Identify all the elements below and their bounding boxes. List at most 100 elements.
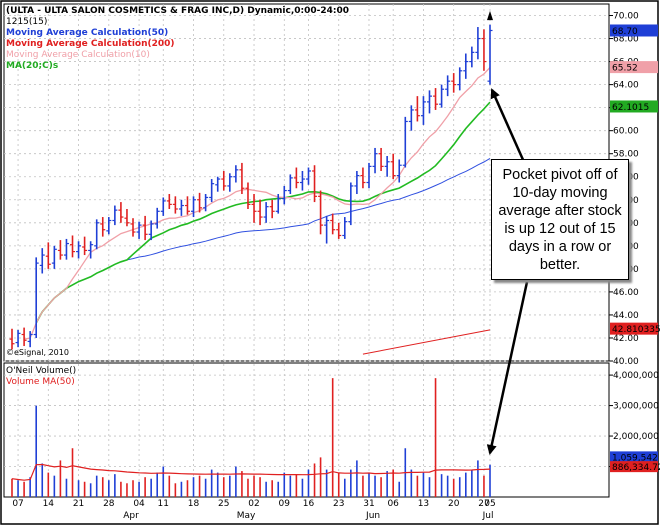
chart-subtitle: 1215(15) <box>6 17 47 27</box>
date-tick-label: 25 <box>218 499 229 509</box>
ohlc-bar <box>457 67 463 91</box>
ohlc-bar <box>76 241 82 259</box>
ohlc-bar <box>475 27 481 60</box>
ohlc-bar <box>251 194 257 223</box>
date-tick-label: 28 <box>103 499 115 509</box>
ohlc-bar <box>124 208 130 227</box>
ohlc-bar <box>106 217 112 235</box>
ohlc-bar <box>70 235 76 258</box>
price-badge-label: 62.1015 <box>612 103 649 113</box>
date-tick-label: 18 <box>188 499 200 509</box>
ohlc-bar <box>348 182 354 226</box>
ohlc-bar <box>414 96 420 122</box>
ohlc-bar <box>263 202 269 223</box>
month-tick-label: Apr <box>123 511 139 521</box>
ohlc-bar <box>354 170 360 195</box>
price-tick-label: 42.00 <box>613 334 639 344</box>
volume-tick-label: 3,000,000 <box>613 402 659 412</box>
ohlc-bar <box>63 238 69 260</box>
ohlc-bar <box>94 219 100 250</box>
ohlc-bar <box>402 116 408 168</box>
price-badge-label: 68.70 <box>612 27 638 37</box>
price-tick-label: 40.00 <box>613 357 639 367</box>
ohlc-bar <box>439 84 445 108</box>
price-bars <box>9 10 493 350</box>
price-tick-label: 70.00 <box>613 12 639 22</box>
ohlc-bar <box>469 46 475 68</box>
ohlc-bar <box>166 194 172 209</box>
arrow-to-volume <box>486 281 529 455</box>
ohlc-bar <box>275 194 281 214</box>
grid-lines <box>4 4 609 497</box>
ohlc-bar <box>293 167 299 189</box>
date-tick-label: 05 <box>484 499 495 509</box>
ohlc-bar <box>318 190 324 235</box>
volume-badge-label: 886,334.72 <box>612 463 660 473</box>
date-tick-label: 11 <box>158 499 169 509</box>
date-tick-label: 04 <box>133 499 145 509</box>
price-tick-label: 44.00 <box>613 311 639 321</box>
volume-panel <box>3 362 610 498</box>
ohlc-bar <box>487 24 493 85</box>
ma20-label: MA(20;C)s <box>6 61 58 71</box>
volume-bars <box>11 378 491 497</box>
date-tick-label: 14 <box>43 499 55 509</box>
ohlc-bar <box>312 165 318 203</box>
date-tick-label: 06 <box>387 499 399 509</box>
ohlc-bar <box>15 329 21 348</box>
volume-tick-label: 2,000,000 <box>613 432 659 442</box>
date-tick-label: 21 <box>73 499 84 509</box>
ohlc-bar <box>281 185 287 205</box>
price-tick-label: 64.00 <box>613 81 639 91</box>
annotation-callout: Pocket pivot off of 10-day moving averag… <box>491 159 629 280</box>
ohlc-bar <box>396 159 402 183</box>
last-bar-marker <box>487 10 493 21</box>
ohlc-bar <box>433 88 439 110</box>
ohlc-bar <box>257 199 263 226</box>
date-tick-label: 07 <box>12 499 23 509</box>
ohlc-bar <box>148 220 154 241</box>
month-tick-label: Jun <box>365 511 380 521</box>
ohlc-bar <box>45 242 51 269</box>
ohlc-bar <box>21 327 27 347</box>
value-badges: 68.70 65.52 62.1015 42.810335 1,059,542886,3… <box>610 24 660 473</box>
date-tick-label: 16 <box>303 499 315 509</box>
ohlc-bar <box>191 196 197 218</box>
volume-ma-label: Volume MA(50) <box>6 377 75 387</box>
ohlc-bar <box>215 176 221 192</box>
ma200-label: Moving Average Calculation(200) <box>6 39 175 49</box>
month-tick-label: May <box>237 511 256 521</box>
price-badge-label: 65.52 <box>612 64 638 74</box>
ma20-line <box>35 101 491 324</box>
date-tick-label: 20 <box>448 499 460 509</box>
ohlc-bar <box>82 236 88 256</box>
month-tick-label: Jul <box>482 511 494 521</box>
ohlc-bar <box>451 73 457 93</box>
ohlc-bar <box>245 182 251 209</box>
ohlc-bar <box>360 167 366 189</box>
ohlc-bar <box>142 215 148 241</box>
ohlc-bar <box>172 196 178 214</box>
price-tick-label: 60.00 <box>613 127 639 137</box>
ohlc-bar <box>390 153 396 180</box>
ohlc-bar <box>227 173 233 192</box>
ohlc-bar <box>305 167 311 185</box>
ohlc-bar <box>330 213 336 235</box>
price-badge <box>610 61 658 74</box>
ohlc-bar <box>372 147 378 174</box>
ohlc-bar <box>88 241 94 259</box>
price-tick-label: 46.00 <box>613 288 639 298</box>
ohlc-bar <box>57 240 63 260</box>
esignal-copyright: ©eSignal, 2010 <box>6 348 69 357</box>
ohlc-bar <box>39 248 45 274</box>
volume-badge-label: 1,059,542 <box>612 453 658 463</box>
ohlc-bar <box>384 156 390 177</box>
ohlc-bar <box>100 217 106 237</box>
chart-title: (ULTA - ULTA SALON COSMETICS & FRAG INC,… <box>6 6 349 16</box>
date-tick-label: 31 <box>363 499 374 509</box>
ohlc-bar <box>221 170 227 191</box>
ohlc-bar <box>33 257 39 338</box>
ohlc-bar <box>112 205 118 226</box>
price-badge <box>610 24 658 37</box>
